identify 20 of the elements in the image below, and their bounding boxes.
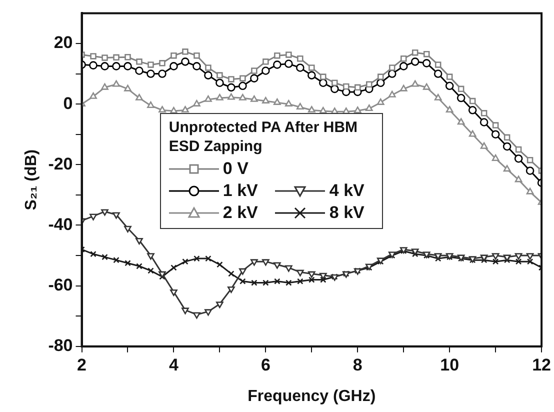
x-tick-label: 8 [352, 355, 362, 374]
y-tick-label: 20 [54, 33, 73, 52]
legend-label: 0 V [222, 159, 248, 180]
y-tick-label: -20 [48, 154, 73, 174]
x-tick-label: 2 [77, 355, 87, 374]
y-axis-title: S₂₁ (dB) [23, 149, 40, 210]
legend-label: 2 kV [222, 203, 258, 224]
y-tick-label: -60 [48, 276, 73, 295]
x-tick-label: 6 [260, 355, 270, 374]
y-tick-label: 0 [63, 94, 73, 113]
legend-label: 1 kV [222, 181, 258, 202]
x-tick-label: 4 [168, 355, 179, 374]
legend-title: Unprotected PA After HBM ESD Zapping [168, 118, 359, 156]
legend-label: 4 kV [329, 181, 364, 202]
x-axis-title: Frequency (GHz) [248, 388, 376, 405]
x-tick-label: 10 [440, 355, 460, 374]
legend-label: 8 kV [329, 203, 364, 224]
y-tick-label: -80 [48, 336, 73, 356]
x-tick-label: 12 [532, 355, 552, 374]
y-tick-label: -40 [48, 214, 73, 234]
